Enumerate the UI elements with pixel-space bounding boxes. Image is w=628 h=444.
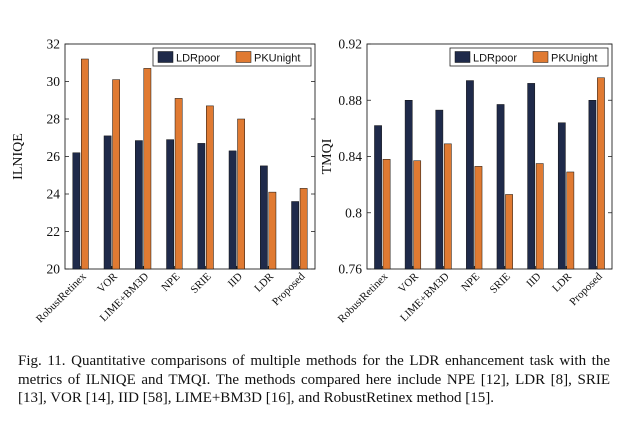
ilniqe-xtick-label: VOR (95, 270, 120, 295)
tmqi-bar-pkunight-2 (443, 143, 452, 270)
ilniqe-legend: LDRpoor PKUnight (152, 47, 312, 67)
tmqi-axes-box (366, 43, 613, 270)
ilniqe-bar-pkunight-2 (143, 68, 152, 270)
tmqi-legend-box (449, 47, 609, 67)
ilniqe-bar-pkunight-0 (81, 58, 89, 270)
ilniqe-ytick-label: 22 (47, 224, 61, 239)
ilniqe-bar-pkunight-7 (299, 188, 308, 270)
ilniqe-ytick-label: 20 (47, 262, 61, 277)
ilniqe-xtick-label: SRIE (188, 270, 214, 296)
tmqi-legend-swatch-ldrpoor (454, 51, 471, 63)
ilniqe-legend-box (152, 47, 312, 67)
ilniqe-bar-ldrpoor-5 (228, 150, 237, 270)
tmqi-chart: 0.76 0.8 0.84 0.88 0.92 TMQI RobustRetinex VOR L… (320, 37, 613, 325)
ilniqe-bar-pkunight-5 (237, 118, 245, 270)
tmqi-bar-pkunight-0 (382, 159, 391, 270)
ilniqe-ytick-label: 28 (47, 112, 61, 127)
tmqi-ytick-label: 0.92 (338, 37, 362, 52)
ilniqe-bar-ldrpoor-1 (103, 135, 112, 270)
tmqi-xtick-label: IID (524, 271, 543, 290)
ilniqe-ylabel: ILNIQE (11, 133, 26, 180)
ilniqe-bar-ldrpoor-0 (72, 152, 81, 270)
ilniqe-legend-label-ldrpoor: LDRpoor (176, 52, 220, 64)
tmqi-ytick-label: 0.8 (345, 205, 362, 220)
ilniqe-bar-pkunight-1 (112, 79, 120, 270)
tmqi-bar-ldrpoor-6 (557, 122, 566, 270)
ilniqe-bar-pkunight-6 (268, 191, 277, 270)
tmqi-xtick-label: LDR (550, 270, 575, 295)
ilniqe-bar-ldrpoor-4 (197, 143, 206, 270)
tmqi-legend-swatch-pkunight (532, 51, 549, 63)
tmqi-xtick-label: SRIE (488, 270, 514, 296)
tmqi-bar-ldrpoor-1 (404, 100, 413, 270)
ilniqe-legend-swatch-pkunight (235, 51, 252, 63)
tmqi-xtick-label: RobustRetinex (336, 270, 391, 325)
ilniqe-legend-label-pkunight: PKUnight (254, 52, 300, 64)
tmqi-bar-ldrpoor-2 (435, 109, 444, 270)
tmqi-bar-ldrpoor-3 (466, 80, 474, 270)
tmqi-bar-ldrpoor-4 (496, 104, 505, 270)
tmqi-bar-pkunight-3 (474, 166, 483, 270)
ilniqe-xtick-label: RobustRetinex (34, 270, 89, 325)
tmqi-legend: LDRpoor PKUnight (449, 47, 609, 67)
ilniqe-xtick-label: LDR (252, 270, 277, 295)
tmqi-bar-pkunight-1 (413, 160, 422, 270)
ilniqe-bar-pkunight-4 (206, 105, 214, 270)
tmqi-bar-pkunight-6 (566, 171, 575, 270)
tmqi-legend-label-pkunight: PKUnight (551, 52, 597, 64)
tmqi-xtick-label: NPE (459, 270, 482, 293)
figure-caption: Fig. 11. Quantitative comparisons of mul… (18, 353, 610, 407)
ilniqe-ytick-label: 32 (47, 37, 61, 52)
ilniqe-ytick-label: 30 (47, 74, 61, 89)
ilniqe-bar-ldrpoor-7 (291, 201, 299, 270)
tmqi-bar-pkunight-7 (597, 77, 605, 270)
ilniqe-bar-ldrpoor-3 (166, 139, 174, 270)
tmqi-ytick-label: 0.88 (338, 93, 362, 108)
tmqi-bar-ldrpoor-7 (588, 100, 597, 270)
ilniqe-bar-ldrpoor-2 (135, 140, 143, 270)
tmqi-bar-ldrpoor-5 (527, 83, 536, 270)
ilniqe-axes-box (64, 43, 316, 270)
tmqi-bar-pkunight-5 (535, 163, 544, 270)
ilniqe-legend-swatch-ldrpoor (157, 51, 174, 63)
tmqi-ytick-label: 0.84 (338, 149, 362, 164)
ilniqe-ytick-label: 24 (47, 187, 61, 202)
tmqi-bar-pkunight-4 (505, 194, 513, 270)
tmqi-xtick-label: VOR (396, 270, 421, 295)
ilniqe-bar-pkunight-3 (174, 98, 183, 270)
tmqi-legend-label-ldrpoor: LDRpoor (473, 52, 517, 64)
tmqi-xtick-label: Proposed (567, 270, 605, 308)
ilniqe-ytick-label: 26 (47, 149, 61, 164)
tmqi-ytick-label: 0.76 (338, 262, 362, 277)
ilniqe-bar-ldrpoor-6 (260, 165, 268, 270)
ilniqe-xtick-label: Proposed (270, 270, 308, 308)
ilniqe-xtick-label: IID (226, 271, 245, 290)
tmqi-bar-ldrpoor-0 (374, 125, 382, 270)
ilniqe-xtick-label: NPE (159, 270, 182, 293)
tmqi-ylabel: TMQI (320, 138, 335, 174)
